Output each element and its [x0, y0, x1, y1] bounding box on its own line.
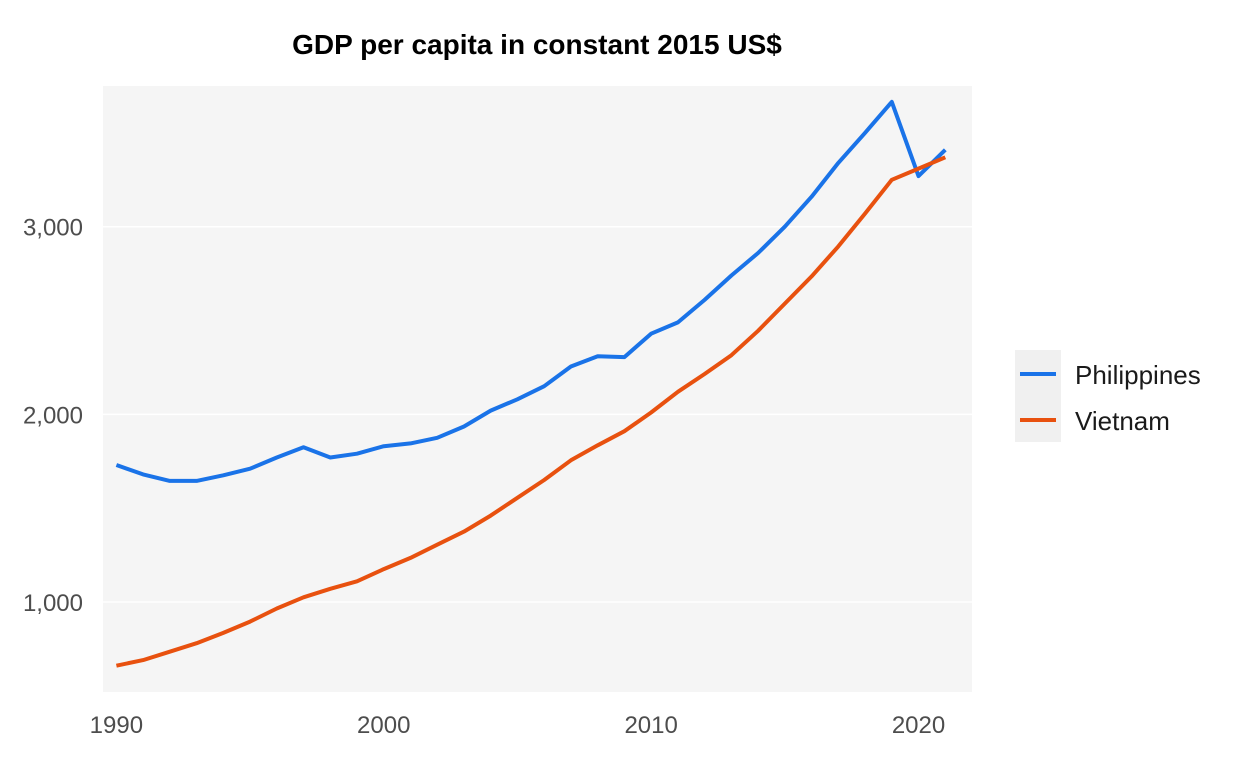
series-lines	[115, 99, 947, 668]
x-tick-label: 1990	[90, 712, 143, 739]
chart-title: GDP per capita in constant 2015 US$	[292, 29, 782, 60]
y-tick-label: 1,000	[23, 590, 83, 617]
x-tick-label: 2020	[892, 712, 945, 739]
y-tick-label: 2,000	[23, 402, 83, 429]
y-tick-label: 3,000	[23, 215, 83, 242]
series-line-vietnam	[115, 155, 947, 668]
legend-label-philippines: Philippines	[1075, 360, 1201, 390]
series-line-philippines	[115, 99, 947, 483]
legend: Philippines Vietnam	[1015, 350, 1201, 442]
legend-box	[1015, 350, 1061, 442]
x-tick-label: 2000	[357, 712, 410, 739]
x-tick-label: 2010	[624, 712, 677, 739]
x-axis-ticks: 1990 2000 2010 2020	[90, 712, 946, 739]
legend-label-vietnam: Vietnam	[1075, 406, 1170, 436]
y-axis-ticks: 1,000 2,000 3,000	[23, 215, 83, 617]
gridlines	[103, 225, 972, 603]
